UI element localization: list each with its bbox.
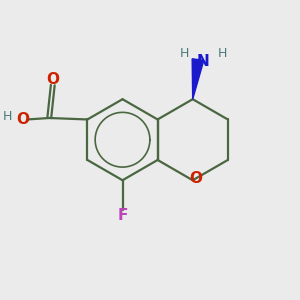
Text: O: O <box>190 171 203 186</box>
Text: O: O <box>16 112 29 127</box>
Text: F: F <box>117 208 128 223</box>
Text: H: H <box>218 46 227 60</box>
Text: N: N <box>197 54 210 69</box>
Polygon shape <box>192 59 204 99</box>
Text: H: H <box>3 110 12 123</box>
Text: O: O <box>46 72 59 87</box>
Text: H: H <box>180 46 190 60</box>
